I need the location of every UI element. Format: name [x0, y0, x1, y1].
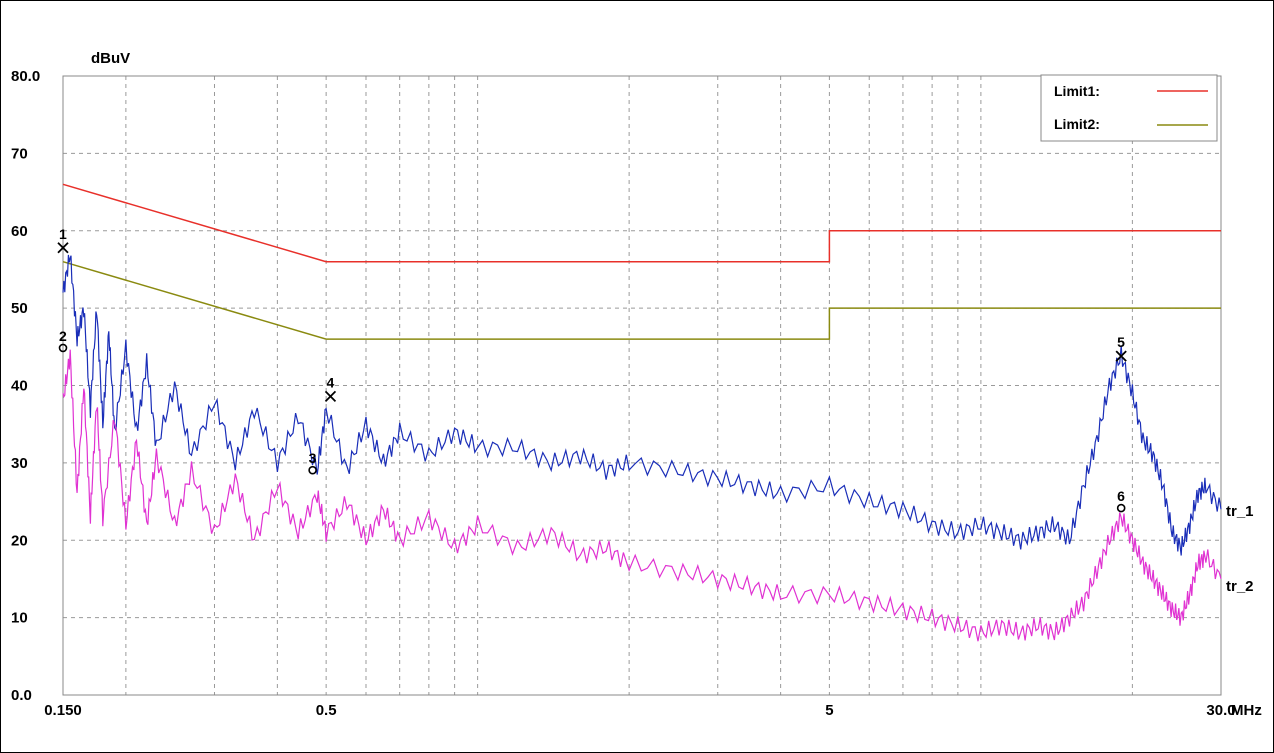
x-tick-label: 0.150 [44, 702, 82, 719]
x-tick-label: 0.5 [316, 702, 337, 719]
y-tick-label: 20 [11, 532, 28, 549]
marker-label-3: 3 [309, 450, 317, 466]
marker-label-6: 6 [1117, 488, 1125, 504]
legend-box [1040, 74, 1218, 142]
plot-area [62, 75, 1222, 696]
marker-o-6 [1116, 503, 1126, 513]
marker-label-5: 5 [1117, 334, 1125, 350]
limit-line-1 [62, 183, 1221, 263]
marker-label-4: 4 [326, 374, 334, 390]
limit-lines [62, 183, 1221, 340]
y-tick-label: 60 [11, 223, 28, 240]
grid [63, 76, 1221, 695]
legend: Limit1: Limit2: [1040, 74, 1218, 142]
y-tick-labels: 80.0 70 60 50 40 30 20 10 0.0 [11, 68, 40, 704]
y-tick-label: 30 [11, 455, 28, 472]
markers: 1 2 3 4 5 6 [57, 226, 1127, 513]
series-line-tr1 [62, 254, 1222, 556]
marker-o-2 [58, 343, 68, 353]
series-line-tr2 [62, 349, 1222, 642]
marker-x-4-b [324, 390, 337, 402]
x-unit-label: MHz [1231, 702, 1262, 719]
x-tick-label: 5 [825, 702, 833, 719]
y-tick-label: 80.0 [11, 68, 40, 85]
legend-label-limit1: Limit1: [1054, 83, 1100, 99]
legend-label-limit2: Limit2: [1054, 116, 1100, 132]
y-tick-label: 40 [11, 378, 28, 395]
y-tick-label: 70 [11, 145, 28, 162]
series-label-tr1: tr_1 [1226, 503, 1254, 520]
y-tick-label: 10 [11, 610, 28, 627]
limit-line-2 [62, 260, 1221, 340]
y-tick-label: 50 [11, 300, 28, 317]
marker-x-5-b [1115, 350, 1127, 362]
marker-o-3 [308, 465, 317, 475]
marker-label-2: 2 [59, 328, 67, 344]
marker-label-1: 1 [59, 226, 67, 242]
x-tick-labels: 0.150 0.5 5 30.0 [44, 702, 1235, 719]
marker-x-1-b [57, 242, 69, 254]
y-tick-label: 0.0 [11, 687, 32, 704]
x-tick-label: 30.0 [1206, 702, 1235, 719]
series-label-tr2: tr_2 [1226, 578, 1254, 595]
y-unit-label: dBuV [91, 50, 130, 67]
